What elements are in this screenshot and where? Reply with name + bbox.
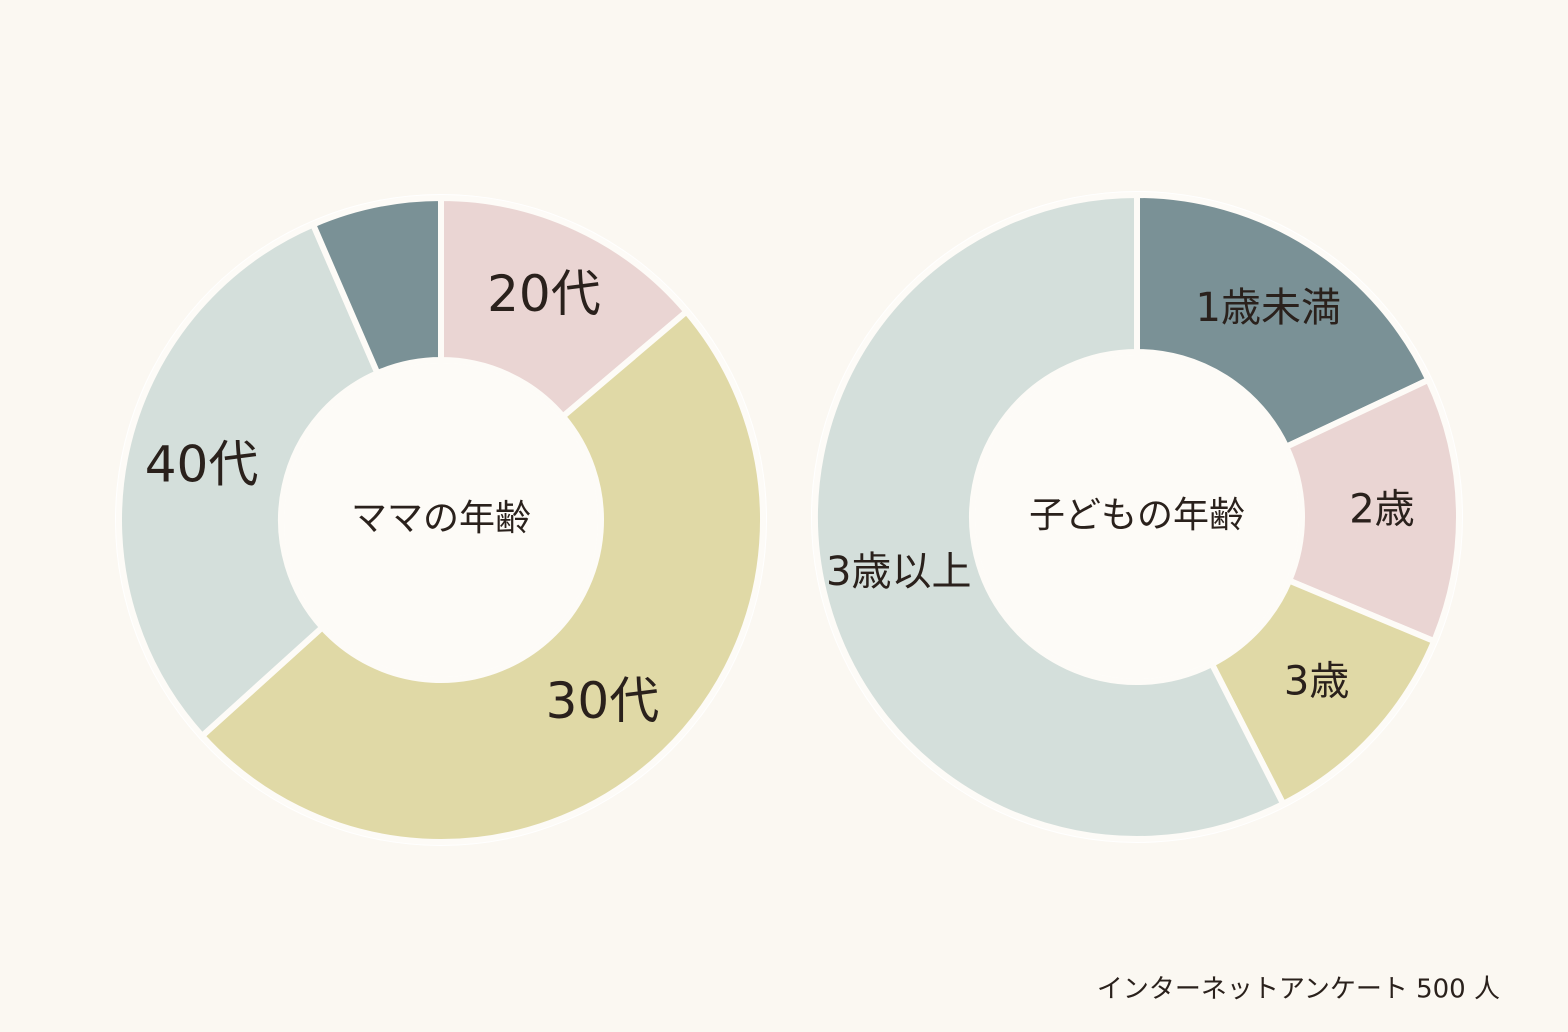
slice-label: 2歳 xyxy=(1349,487,1414,533)
donut-slice xyxy=(1134,192,1432,450)
donut-slice xyxy=(1283,376,1462,645)
slice-label: 40代 xyxy=(145,436,259,494)
donut-slice xyxy=(199,308,766,845)
slice-label: 30代 xyxy=(546,672,660,730)
slice-label: 3歳 xyxy=(1284,659,1349,705)
caption: インターネットアンケート 500 人 xyxy=(1097,975,1500,1005)
donut-slice xyxy=(116,221,381,739)
slice-label: 20代 xyxy=(487,265,601,323)
chart-title: ママの年齢 xyxy=(351,498,531,539)
donut-hole xyxy=(284,363,598,677)
donut-slice xyxy=(811,192,1287,842)
chart-title: 子どもの年齢 xyxy=(1029,495,1245,536)
donut-slice xyxy=(310,195,444,377)
donut-slice xyxy=(1208,577,1438,807)
donut-hole xyxy=(975,355,1299,679)
slice-label: 1歳未満 xyxy=(1196,285,1341,331)
slice-label: 3歳以上 xyxy=(826,549,971,595)
